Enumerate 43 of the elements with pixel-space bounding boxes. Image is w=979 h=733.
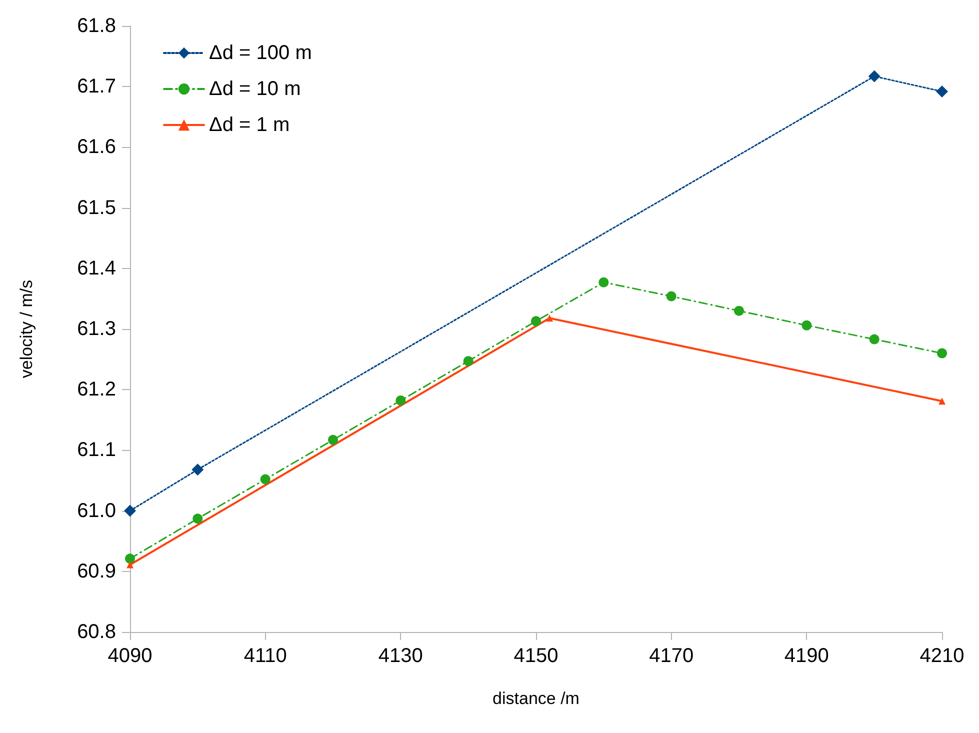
- point: [666, 291, 676, 302]
- y-tick-label: 61.5: [77, 196, 116, 219]
- x-tick-label: 4090: [108, 645, 152, 667]
- point: [531, 316, 541, 326]
- point: [192, 514, 203, 524]
- y-tick-label: 61.7: [77, 76, 116, 98]
- point: [260, 474, 270, 484]
- point: [936, 85, 948, 98]
- point: [938, 398, 946, 405]
- x-tick-label: 4150: [514, 645, 558, 667]
- point: [869, 334, 880, 344]
- legend-label: Δd = 1 m: [209, 114, 290, 136]
- point: [126, 561, 134, 568]
- y-axis-title: velocity / m/s: [17, 280, 36, 378]
- point: [328, 434, 338, 445]
- point: [192, 464, 204, 476]
- point: [598, 277, 609, 288]
- x-tick-label: 4110: [244, 645, 287, 667]
- x-axis-title: distance /m: [492, 689, 580, 708]
- y-tick-label: 60.9: [77, 560, 116, 582]
- y-tick-label: 61.1: [77, 439, 116, 462]
- x-tick-label: 4210: [920, 645, 964, 667]
- y-tick-label: 61.8: [77, 15, 116, 37]
- legend-label: Δd = 100 m: [209, 42, 312, 64]
- x-tick-label: 4170: [649, 645, 694, 667]
- y-tick-label: 61.6: [77, 136, 116, 158]
- x-tick-label: 4130: [378, 645, 423, 667]
- y-tick-label: 61.0: [77, 500, 116, 522]
- point: [868, 70, 880, 82]
- y-tick-label: 61.3: [77, 318, 116, 340]
- legend-label: Δd = 10 m: [209, 78, 301, 100]
- point: [396, 396, 406, 406]
- point: [546, 314, 554, 322]
- x-tick-label: 4190: [784, 645, 829, 667]
- y-tick-label: 61.4: [77, 257, 116, 280]
- point: [734, 306, 744, 316]
- point: [802, 320, 812, 330]
- point: [124, 504, 136, 517]
- point: [463, 356, 474, 366]
- point: [125, 554, 135, 564]
- point: [937, 348, 947, 358]
- y-tick-label: 61.2: [77, 378, 116, 401]
- y-tick-label: 60.8: [77, 621, 116, 643]
